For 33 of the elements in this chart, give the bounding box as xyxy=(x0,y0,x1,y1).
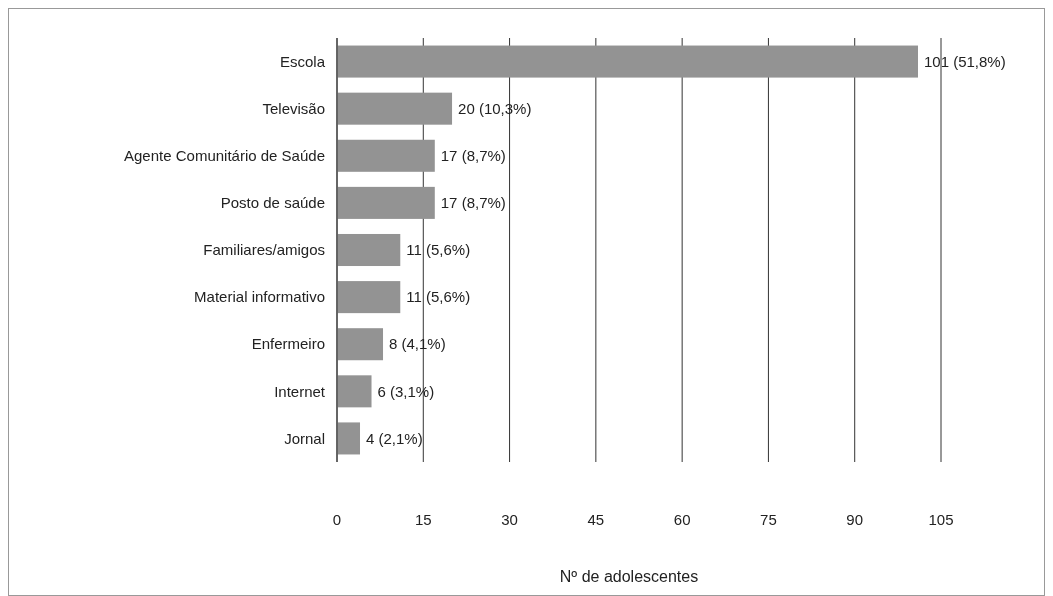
y-tick-label: Material informativo xyxy=(194,288,325,306)
bar xyxy=(337,92,453,125)
x-tick-label: 105 xyxy=(928,511,954,528)
x-tick-label: 15 xyxy=(414,511,432,528)
data-label: 4 (2,1%) xyxy=(366,429,423,447)
x-tick-label: 30 xyxy=(501,511,518,528)
x-axis-title: Nº de adolescentes xyxy=(559,568,699,585)
data-label: 17 (8,7%) xyxy=(440,147,506,165)
x-tick-label: 75 xyxy=(760,511,777,528)
y-tick-label: Agente Comunitário de Saúde xyxy=(124,147,325,165)
y-tick-label: Internet xyxy=(274,382,326,400)
bar xyxy=(337,233,401,267)
bar xyxy=(337,281,401,314)
y-tick-label: Televisão xyxy=(262,99,325,117)
x-tick-label: 60 xyxy=(673,511,691,528)
data-label: 17 (8,7%) xyxy=(440,194,506,212)
bar xyxy=(337,375,372,408)
data-label: 101 (51,8%) xyxy=(923,52,1006,70)
x-tick-label: 45 xyxy=(587,511,605,528)
x-tick-label: 0 xyxy=(332,511,342,528)
y-tick-label: Posto de saúde xyxy=(220,194,325,212)
data-label: 11 (5,6%) xyxy=(406,288,471,306)
y-tick-label: Enfermeiro xyxy=(251,335,325,353)
bar xyxy=(337,186,435,219)
y-tick-label: Jornal xyxy=(284,429,325,447)
bar xyxy=(337,45,918,78)
x-tick-label: 90 xyxy=(846,511,864,528)
y-tick-label: Familiares/amigos xyxy=(203,241,325,259)
bar xyxy=(337,422,361,455)
bar xyxy=(337,139,435,172)
y-tick-label: Escola xyxy=(279,52,326,70)
data-label: 11 (5,6%) xyxy=(406,241,471,259)
bar xyxy=(337,328,384,361)
